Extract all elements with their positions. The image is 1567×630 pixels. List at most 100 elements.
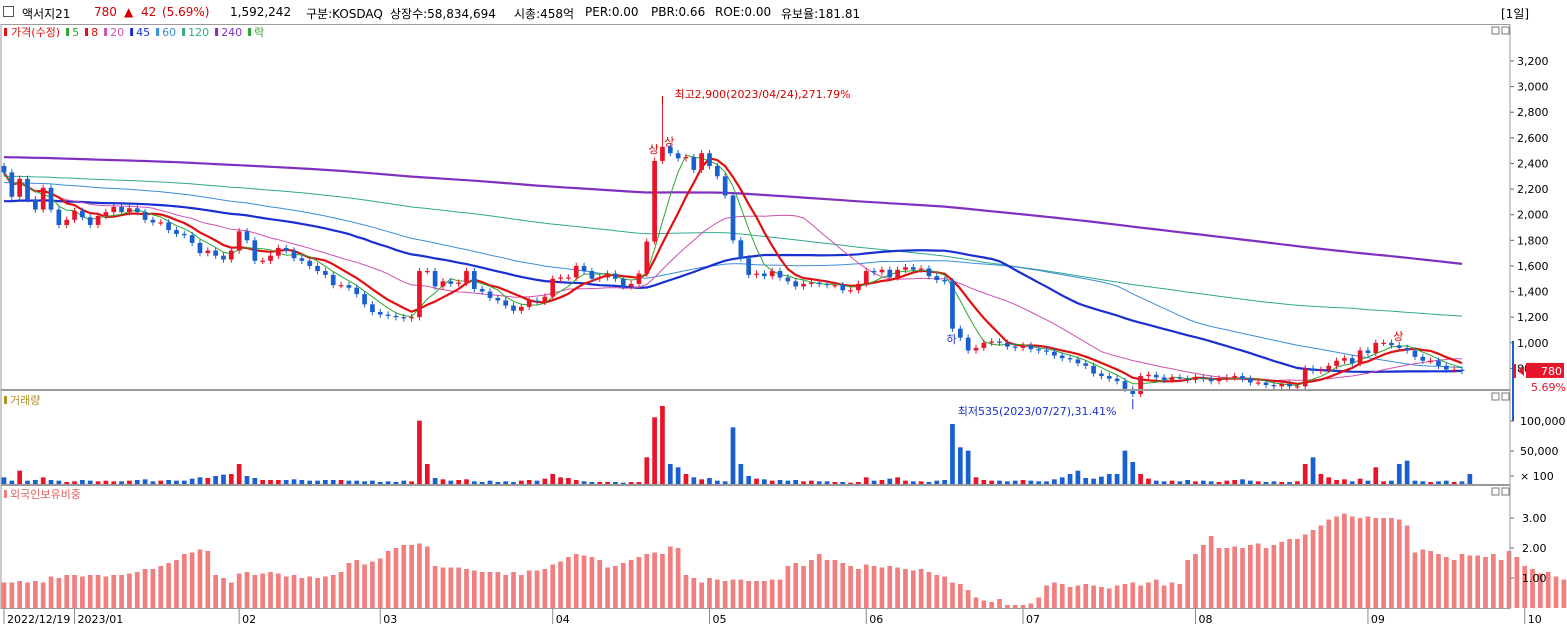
foreign-bar [1334,516,1339,608]
legend-item: 60 [162,26,176,39]
stock-header-bar: 액서지21 780 ▲ 42 (5.69%) 1,592,242 구분:KOSD… [0,0,1567,25]
volume-bar [370,480,375,484]
candle-body [989,341,995,343]
candle-body [1130,388,1136,394]
candle-body [464,271,469,283]
foreign-bar [1153,579,1159,608]
foreign-bar [362,564,367,608]
volume-bar [1091,478,1096,484]
foreign-bar [283,576,289,608]
volume-bar [1263,482,1269,484]
volume-bar [127,480,132,484]
foreign-bar [965,590,971,608]
foreign-bar [1491,554,1496,608]
candle-body [1208,378,1214,382]
volume-bar [424,464,430,484]
candle-body [942,280,947,282]
volume-bar [1208,481,1214,484]
foreign-bar [1224,548,1230,608]
candle-body [221,255,226,260]
volume-bar [1138,474,1143,484]
candle-body [1005,342,1010,347]
foreign-bar [871,566,877,608]
volume-bar [1396,464,1402,484]
volume-bar [134,480,140,484]
volume-bar [675,467,681,484]
date-tick-label: 2022/12/19 [7,613,70,626]
foreign-bar [56,578,62,608]
foreign-bar [1365,516,1371,608]
candle-body [644,241,650,274]
foreign-bar [832,560,838,608]
candle-body [1287,383,1292,387]
candle-body [440,281,446,287]
foreign-bar [1248,545,1253,608]
foreign-bar [887,566,893,608]
volume-bar [72,481,77,484]
foreign-bar [1036,597,1042,608]
foreign-bar [487,572,493,608]
volume-bar [519,480,524,484]
volume-bar [1169,480,1175,484]
foreign-bar [652,552,657,608]
chart-text-labels: 3,200 3,000 2,800 2,600 2,400 2,200 2,000 1,800… [4,26,1566,626]
candle-body [338,285,344,287]
volume-bar [1467,474,1473,484]
volume-bar [636,482,642,484]
up-limit-marker: 상 [1393,330,1403,343]
candle-body [589,271,595,279]
volume-bar [573,480,579,484]
candlestick-series [1,96,1465,398]
stock-name[interactable]: 액서지21 [22,7,71,21]
volume-bar [1428,482,1433,484]
volume-bar [856,482,861,484]
volume-bar [244,476,250,484]
candle-body [660,146,665,161]
foreign-bar [1295,539,1300,608]
foreign-bar [707,578,712,608]
foreign-bar [330,575,336,608]
foreign-bar [1396,519,1402,608]
foreign-bar [1545,572,1551,608]
foreign-bar [205,551,211,608]
volume-bar [840,482,846,484]
volume-bar [1404,460,1410,484]
candle-body [769,271,775,277]
candle-body [746,258,752,275]
foreign-bar [1420,549,1426,608]
candle-body [950,281,955,329]
foreign-bar [754,581,759,608]
volume-bar [1075,470,1081,484]
volume-bar [440,479,446,484]
volume-bar [628,482,634,484]
volume-bar [276,480,281,484]
candle-body [1200,377,1206,379]
volume-bar [315,480,320,484]
volume-bar [683,474,689,484]
candle-body [1349,358,1355,364]
volume-bar [1326,477,1332,484]
volume-bars [1,406,1473,484]
volume-bar [652,417,657,484]
candle-body [362,294,367,305]
volume-bar [1451,482,1457,484]
select-checkbox[interactable] [3,6,14,17]
foreign-legend: 외국인보유비중 [10,488,81,501]
foreign-bar [699,582,704,608]
candle-body [103,212,109,216]
candle-body [1138,376,1143,394]
date-tick-label: 08 [1198,613,1212,626]
volume-bar [354,480,360,484]
date-tick-label: 04 [556,613,570,626]
volume-bar [1161,481,1167,484]
date-tick-label: 06 [869,613,883,626]
candle-body [1075,359,1081,364]
foreign-bar [628,560,634,608]
volume-bar [495,482,501,484]
date-tick-label: 07 [1026,613,1040,626]
candle-body [667,146,673,154]
period-selector[interactable]: [1일] [1501,7,1530,21]
volume-bar [1005,481,1010,484]
volume-bar [166,480,171,484]
candle-body [605,273,610,278]
